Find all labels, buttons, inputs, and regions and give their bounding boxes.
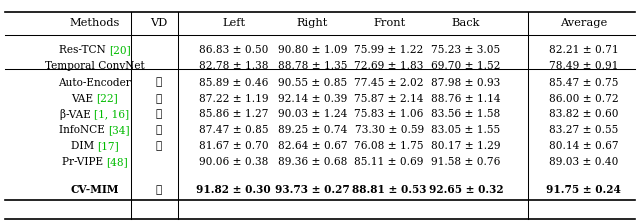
Text: Average: Average xyxy=(560,19,607,28)
Text: 83.56 ± 1.58: 83.56 ± 1.58 xyxy=(431,109,500,119)
Text: Back: Back xyxy=(452,19,480,28)
Text: 83.27 ± 0.55: 83.27 ± 0.55 xyxy=(549,125,618,135)
Text: 76.08 ± 1.75: 76.08 ± 1.75 xyxy=(355,141,424,151)
Text: 80.14 ± 0.67: 80.14 ± 0.67 xyxy=(549,141,618,151)
Text: 90.03 ± 1.24: 90.03 ± 1.24 xyxy=(278,109,347,119)
Text: 87.47 ± 0.85: 87.47 ± 0.85 xyxy=(199,125,268,135)
Text: VD: VD xyxy=(150,19,167,28)
Text: 88.78 ± 1.35: 88.78 ± 1.35 xyxy=(278,61,347,71)
Text: 92.14 ± 0.39: 92.14 ± 0.39 xyxy=(278,94,347,103)
Text: [17]: [17] xyxy=(97,141,119,151)
Text: [22]: [22] xyxy=(97,94,118,103)
Text: 77.45 ± 2.02: 77.45 ± 2.02 xyxy=(355,78,424,87)
Text: 73.30 ± 0.59: 73.30 ± 0.59 xyxy=(355,125,424,135)
Text: 75.87 ± 2.14: 75.87 ± 2.14 xyxy=(355,94,424,103)
Text: 85.11 ± 0.69: 85.11 ± 0.69 xyxy=(355,157,424,167)
Text: 82.21 ± 0.71: 82.21 ± 0.71 xyxy=(549,45,618,55)
Text: 90.55 ± 0.85: 90.55 ± 0.85 xyxy=(278,78,347,87)
Text: ✓: ✓ xyxy=(156,94,162,103)
Text: 85.89 ± 0.46: 85.89 ± 0.46 xyxy=(199,78,268,87)
Text: 75.99 ± 1.22: 75.99 ± 1.22 xyxy=(355,45,424,55)
Text: ✓: ✓ xyxy=(156,141,162,151)
Text: ✓: ✓ xyxy=(156,78,162,87)
Text: 82.64 ± 0.67: 82.64 ± 0.67 xyxy=(278,141,347,151)
Text: 91.75 ± 0.24: 91.75 ± 0.24 xyxy=(547,184,621,195)
Text: 89.03 ± 0.40: 89.03 ± 0.40 xyxy=(549,157,618,167)
Text: Right: Right xyxy=(296,19,328,28)
Text: 91.82 ± 0.30: 91.82 ± 0.30 xyxy=(196,184,271,195)
Text: VAE: VAE xyxy=(71,94,97,103)
Text: Pr-VIPE: Pr-VIPE xyxy=(61,157,106,167)
Text: 88.81 ± 0.53: 88.81 ± 0.53 xyxy=(352,184,426,195)
Text: 86.83 ± 0.50: 86.83 ± 0.50 xyxy=(199,45,268,55)
Text: ✓: ✓ xyxy=(156,184,162,195)
Text: Res-TCN: Res-TCN xyxy=(59,45,109,55)
Text: ✓: ✓ xyxy=(156,125,162,135)
Text: ✓: ✓ xyxy=(156,109,162,119)
Text: 86.00 ± 0.72: 86.00 ± 0.72 xyxy=(549,94,618,103)
Text: 90.06 ± 0.38: 90.06 ± 0.38 xyxy=(199,157,268,167)
Text: 87.98 ± 0.93: 87.98 ± 0.93 xyxy=(431,78,500,87)
Text: 91.58 ± 0.76: 91.58 ± 0.76 xyxy=(431,157,500,167)
Text: 92.65 ± 0.32: 92.65 ± 0.32 xyxy=(429,184,503,195)
Text: 75.23 ± 3.05: 75.23 ± 3.05 xyxy=(431,45,500,55)
Text: CV-MIM: CV-MIM xyxy=(70,184,119,195)
Text: Temporal ConvNet: Temporal ConvNet xyxy=(45,61,145,71)
Text: 85.47 ± 0.75: 85.47 ± 0.75 xyxy=(549,78,618,87)
Text: 81.67 ± 0.70: 81.67 ± 0.70 xyxy=(199,141,268,151)
Text: 72.69 ± 1.83: 72.69 ± 1.83 xyxy=(355,61,424,71)
Text: InfoNCE: InfoNCE xyxy=(60,125,109,135)
Text: 93.73 ± 0.27: 93.73 ± 0.27 xyxy=(275,184,349,195)
Text: 83.05 ± 1.55: 83.05 ± 1.55 xyxy=(431,125,500,135)
Text: 78.49 ± 0.91: 78.49 ± 0.91 xyxy=(549,61,618,71)
Text: [48]: [48] xyxy=(106,157,128,167)
Text: 89.36 ± 0.68: 89.36 ± 0.68 xyxy=(278,157,347,167)
Text: 82.78 ± 1.38: 82.78 ± 1.38 xyxy=(199,61,268,71)
Text: 90.80 ± 1.09: 90.80 ± 1.09 xyxy=(278,45,347,55)
Text: [20]: [20] xyxy=(109,45,131,55)
Text: 69.70 ± 1.52: 69.70 ± 1.52 xyxy=(431,61,500,71)
Text: 75.83 ± 1.06: 75.83 ± 1.06 xyxy=(355,109,424,119)
Text: 83.82 ± 0.60: 83.82 ± 0.60 xyxy=(549,109,618,119)
Text: 88.76 ± 1.14: 88.76 ± 1.14 xyxy=(431,94,500,103)
Text: Front: Front xyxy=(373,19,405,28)
Text: Auto-Encoder: Auto-Encoder xyxy=(58,78,131,87)
Text: [1, 16]: [1, 16] xyxy=(94,109,129,119)
Text: 85.86 ± 1.27: 85.86 ± 1.27 xyxy=(199,109,268,119)
Text: Left: Left xyxy=(222,19,245,28)
Text: β-VAE: β-VAE xyxy=(60,109,94,120)
Text: 89.25 ± 0.74: 89.25 ± 0.74 xyxy=(278,125,347,135)
Text: 87.22 ± 1.19: 87.22 ± 1.19 xyxy=(199,94,268,103)
Text: [34]: [34] xyxy=(109,125,130,135)
Text: Methods: Methods xyxy=(70,19,120,28)
Text: DIM: DIM xyxy=(70,141,97,151)
Text: 80.17 ± 1.29: 80.17 ± 1.29 xyxy=(431,141,500,151)
